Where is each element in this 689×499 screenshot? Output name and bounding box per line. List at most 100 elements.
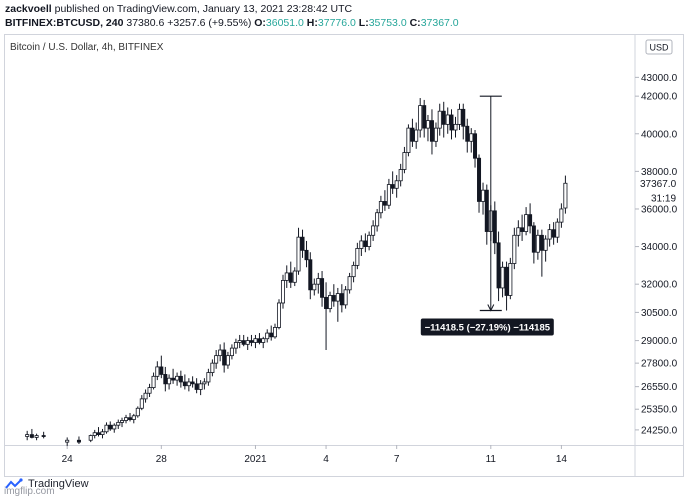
candle	[253, 334, 258, 349]
candle	[108, 421, 113, 431]
candle-body	[473, 133, 478, 159]
candle	[225, 351, 230, 369]
candle	[547, 224, 552, 247]
candle-body	[563, 182, 568, 209]
candle	[324, 282, 329, 350]
candle-body	[363, 240, 368, 247]
candle-body	[175, 375, 180, 381]
candle	[25, 430, 30, 441]
candle-body	[543, 238, 548, 251]
price-axis[interactable]: 24250.0 25350.0 26550.0 27800.0 29000.0 30500…	[635, 73, 678, 437]
candle-body	[496, 242, 501, 289]
candle-body	[465, 125, 470, 142]
candle	[371, 220, 376, 241]
candle	[100, 428, 105, 439]
candle-body	[131, 415, 136, 420]
candle	[504, 261, 509, 311]
price-tick-label: 38000.0	[641, 167, 678, 178]
price-tick-label: 43000.0	[641, 73, 678, 84]
candle	[461, 103, 466, 140]
candle-body	[151, 375, 156, 388]
candle-body	[316, 278, 321, 285]
candle	[167, 374, 172, 390]
candle	[500, 261, 505, 298]
candle	[65, 437, 70, 446]
candle-body	[269, 332, 274, 338]
candle-body	[386, 184, 391, 206]
footer-brand[interactable]: TradingView	[5, 478, 89, 490]
open-value: 36051.0	[265, 17, 304, 29]
candle	[367, 231, 372, 251]
candle	[155, 361, 160, 381]
candle-body	[139, 398, 144, 409]
candle	[186, 378, 191, 392]
candle	[312, 278, 317, 296]
currency-button[interactable]: USD	[645, 39, 673, 55]
candle-body	[359, 240, 364, 249]
candle-body	[128, 417, 133, 420]
candle	[425, 114, 430, 142]
candle-body	[453, 123, 458, 131]
countdown-bg	[646, 191, 680, 205]
candle-body	[245, 340, 250, 345]
candle	[182, 374, 187, 390]
candle	[245, 336, 250, 350]
price-change: +3257.6 (+9.55%)	[167, 17, 252, 29]
low-value: 35753.0	[368, 17, 407, 29]
candle	[339, 284, 344, 313]
candle-body	[524, 214, 529, 232]
price-tick-label: 40000.0	[641, 129, 678, 140]
candle	[296, 227, 301, 275]
candle	[131, 413, 136, 424]
ohlc-line: BITFINEX:BTCUSD, 240 37380.6 +3257.6 (+9…	[5, 17, 459, 29]
high-value: 37776.0	[317, 17, 356, 29]
measure-tool[interactable]: −11418.5 (−27.19%) −114185	[420, 95, 554, 336]
candle	[382, 190, 387, 211]
candle	[351, 261, 356, 283]
candle	[390, 171, 395, 194]
candle-body	[531, 225, 536, 253]
currency-label: USD	[649, 43, 669, 53]
candle-body	[331, 295, 336, 302]
countdown-label: 31:19	[651, 193, 676, 204]
candle	[453, 116, 458, 138]
candle-body	[25, 434, 30, 437]
candle-body	[167, 377, 172, 385]
candle-body	[186, 381, 191, 387]
candle	[147, 383, 152, 397]
candle-body	[96, 432, 101, 435]
candle	[34, 433, 39, 441]
candle-body	[284, 272, 289, 281]
candle-body	[288, 272, 293, 283]
last-price: 37380.6	[126, 17, 165, 29]
candle-body	[296, 236, 301, 272]
candle	[198, 380, 203, 396]
candle	[280, 274, 285, 309]
candle	[139, 395, 144, 411]
candle-body	[210, 362, 215, 373]
candle-body	[535, 234, 540, 253]
candle	[528, 203, 533, 234]
candle-body	[304, 249, 309, 261]
time-axis[interactable]: 24 28 2021 4 7 11 14	[62, 445, 568, 465]
candle	[210, 359, 215, 377]
measure-label: −11418.5 (−27.19%) −114185	[425, 323, 551, 334]
candle-body	[225, 355, 230, 366]
candle	[206, 368, 211, 386]
candle-body	[272, 327, 277, 338]
author-name[interactable]: zackvoell	[5, 3, 52, 15]
price-tick-label: 32000.0	[641, 280, 678, 291]
candle	[304, 240, 309, 268]
candle	[343, 286, 348, 309]
candle	[378, 195, 383, 219]
candle-body	[292, 270, 297, 283]
candle	[88, 434, 93, 443]
candle-body	[402, 152, 407, 170]
candle	[512, 227, 517, 270]
candle	[331, 284, 336, 307]
candle-body	[484, 189, 489, 232]
candle-body	[233, 342, 238, 349]
candle-body	[414, 129, 419, 142]
chart-title: Bitcoin / U.S. Dollar, 4h, BITFINEX	[10, 42, 164, 53]
